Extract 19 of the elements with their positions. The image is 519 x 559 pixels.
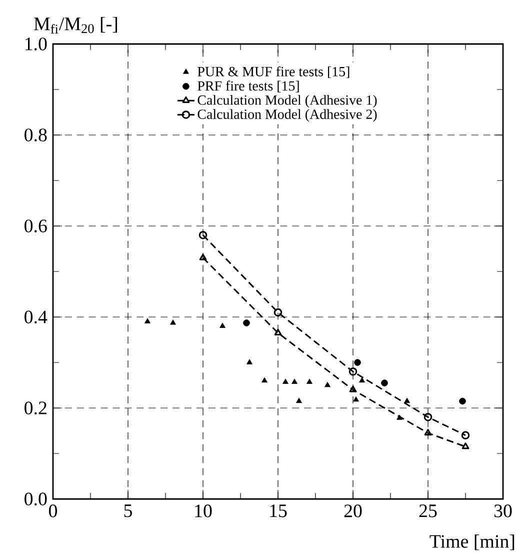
legend-label: Calculation Model (Adhesive 2)	[198, 109, 377, 122]
x-tick-label: 0	[48, 504, 58, 518]
legend-label: PUR & MUF fire tests [15]	[198, 66, 350, 78]
x-axis-title: Time [min]	[430, 534, 514, 550]
y-tick-label: 0.6	[24, 220, 47, 232]
y-axis-title: M$_{fi}$/M$_{20}$ [-]	[34, 16, 118, 34]
y-tick-label: 0.8	[24, 128, 47, 142]
legend-label: Calculation Model (Adhesive 1)	[198, 94, 377, 108]
x-tick-label: 30	[494, 504, 512, 518]
x-tick-label: 5	[124, 504, 132, 518]
x-tick-label: 15	[270, 504, 287, 518]
x-tick-label: 25	[419, 504, 437, 518]
y-tick-label: 1.0	[25, 38, 47, 50]
y-tick-label: 0.4	[24, 310, 48, 324]
y-tick-label: 0.2	[24, 402, 46, 414]
x-tick-label: 10	[195, 504, 212, 518]
legend-label: PRF fire tests [15]	[198, 80, 299, 92]
x-tick-label: 20	[344, 504, 362, 518]
y-tick-label: 0.0	[24, 492, 47, 506]
